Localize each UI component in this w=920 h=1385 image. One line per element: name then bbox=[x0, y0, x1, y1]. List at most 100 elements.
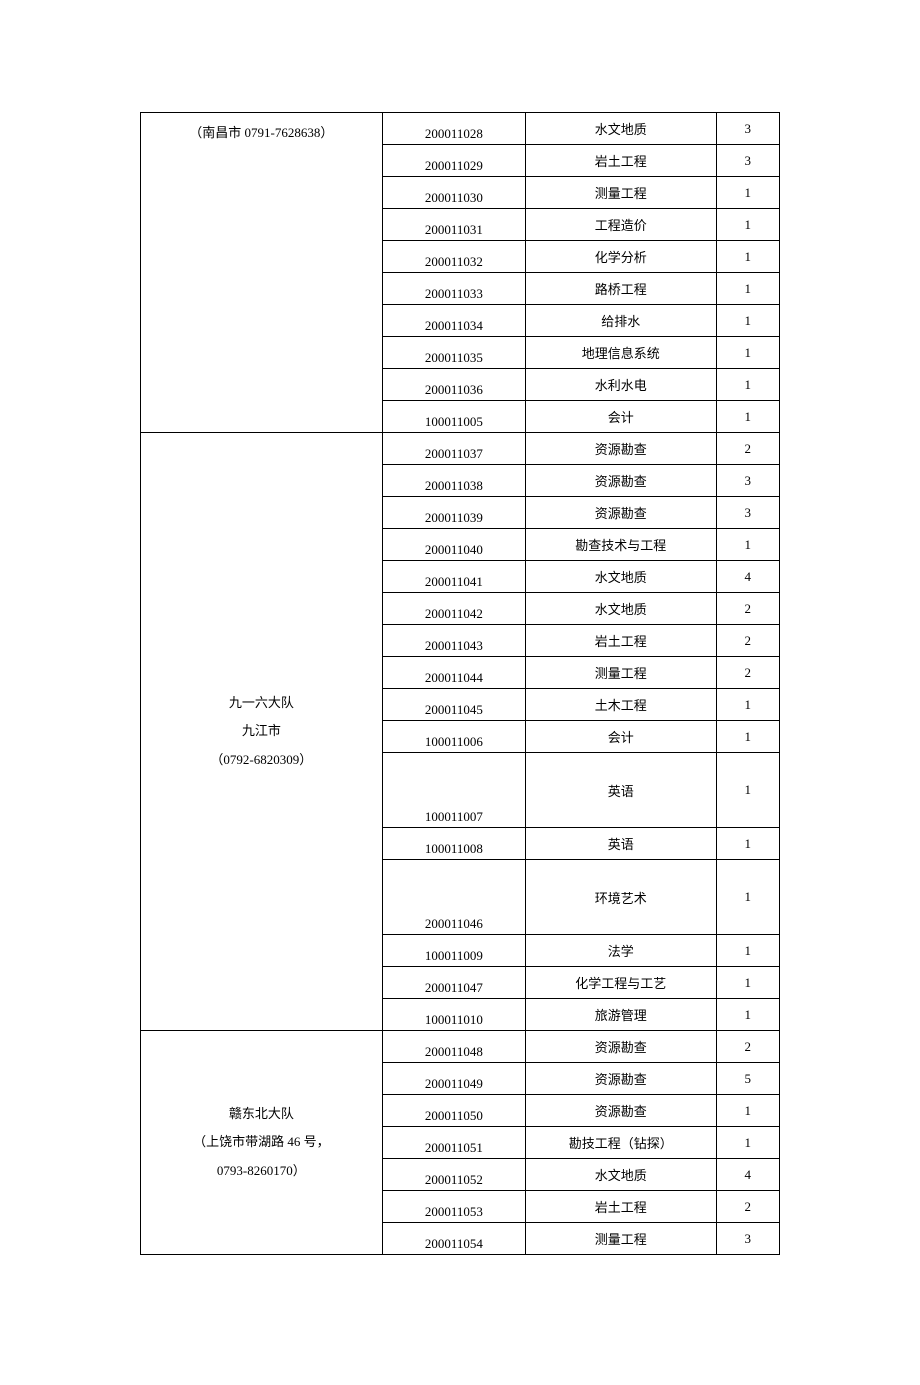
major-name: 水文地质 bbox=[526, 561, 716, 593]
position-code: 200011034 bbox=[382, 305, 525, 337]
position-code: 100011008 bbox=[382, 828, 525, 860]
position-code: 200011043 bbox=[382, 625, 525, 657]
position-code: 200011048 bbox=[382, 1031, 525, 1063]
position-code: 200011030 bbox=[382, 177, 525, 209]
headcount: 1 bbox=[716, 935, 780, 967]
position-code: 200011040 bbox=[382, 529, 525, 561]
headcount: 1 bbox=[716, 828, 780, 860]
headcount: 3 bbox=[716, 1223, 780, 1255]
major-name: 会计 bbox=[526, 721, 716, 753]
unit-label-line: （上饶市带湖路 46 号， bbox=[145, 1128, 378, 1157]
unit-cell: 九一六大队九江市（0792-6820309） bbox=[141, 433, 383, 1031]
major-name: 岩土工程 bbox=[526, 625, 716, 657]
position-code: 100011006 bbox=[382, 721, 525, 753]
major-name: 测量工程 bbox=[526, 177, 716, 209]
headcount: 4 bbox=[716, 561, 780, 593]
headcount: 3 bbox=[716, 145, 780, 177]
major-name: 化学分析 bbox=[526, 241, 716, 273]
headcount: 1 bbox=[716, 860, 780, 935]
headcount: 1 bbox=[716, 753, 780, 828]
position-code: 100011010 bbox=[382, 999, 525, 1031]
major-name: 水文地质 bbox=[526, 593, 716, 625]
position-code: 200011045 bbox=[382, 689, 525, 721]
headcount: 5 bbox=[716, 1063, 780, 1095]
headcount: 1 bbox=[716, 209, 780, 241]
unit-label-line: 九一六大队 bbox=[145, 689, 378, 718]
unit-label-line: 0793-8260170） bbox=[145, 1157, 378, 1186]
major-name: 资源勘查 bbox=[526, 465, 716, 497]
unit-label-line: （南昌市 0791-7628638） bbox=[145, 119, 378, 148]
major-name: 水利水电 bbox=[526, 369, 716, 401]
table-row: 九一六大队九江市（0792-6820309）200011037资源勘查2 bbox=[141, 433, 780, 465]
major-name: 水文地质 bbox=[526, 1159, 716, 1191]
headcount: 1 bbox=[716, 967, 780, 999]
headcount: 1 bbox=[716, 177, 780, 209]
major-name: 资源勘查 bbox=[526, 1063, 716, 1095]
position-code: 200011046 bbox=[382, 860, 525, 935]
headcount: 2 bbox=[716, 625, 780, 657]
position-code: 200011054 bbox=[382, 1223, 525, 1255]
headcount: 3 bbox=[716, 113, 780, 145]
major-name: 土木工程 bbox=[526, 689, 716, 721]
position-code: 200011042 bbox=[382, 593, 525, 625]
headcount: 1 bbox=[716, 1127, 780, 1159]
position-code: 200011051 bbox=[382, 1127, 525, 1159]
position-code: 200011044 bbox=[382, 657, 525, 689]
position-code: 200011039 bbox=[382, 497, 525, 529]
position-code: 200011053 bbox=[382, 1191, 525, 1223]
position-code: 200011029 bbox=[382, 145, 525, 177]
major-name: 水文地质 bbox=[526, 113, 716, 145]
headcount: 2 bbox=[716, 1191, 780, 1223]
major-name: 资源勘查 bbox=[526, 433, 716, 465]
position-code: 200011041 bbox=[382, 561, 525, 593]
position-code: 200011028 bbox=[382, 113, 525, 145]
unit-label-line: （0792-6820309） bbox=[145, 746, 378, 775]
headcount: 3 bbox=[716, 465, 780, 497]
major-name: 法学 bbox=[526, 935, 716, 967]
position-code: 100011005 bbox=[382, 401, 525, 433]
position-code: 100011007 bbox=[382, 753, 525, 828]
unit-cell: 赣东北大队（上饶市带湖路 46 号，0793-8260170） bbox=[141, 1031, 383, 1255]
position-code: 200011052 bbox=[382, 1159, 525, 1191]
table-row: （南昌市 0791-7628638）200011028水文地质3 bbox=[141, 113, 780, 145]
headcount: 1 bbox=[716, 689, 780, 721]
major-name: 资源勘查 bbox=[526, 497, 716, 529]
major-name: 资源勘查 bbox=[526, 1031, 716, 1063]
unit-cell: （南昌市 0791-7628638） bbox=[141, 113, 383, 433]
position-code: 200011035 bbox=[382, 337, 525, 369]
position-code: 200011047 bbox=[382, 967, 525, 999]
major-name: 会计 bbox=[526, 401, 716, 433]
major-name: 环境艺术 bbox=[526, 860, 716, 935]
major-name: 测量工程 bbox=[526, 1223, 716, 1255]
headcount: 4 bbox=[716, 1159, 780, 1191]
headcount: 2 bbox=[716, 1031, 780, 1063]
headcount: 1 bbox=[716, 529, 780, 561]
major-name: 英语 bbox=[526, 753, 716, 828]
headcount: 1 bbox=[716, 241, 780, 273]
major-name: 地理信息系统 bbox=[526, 337, 716, 369]
major-name: 测量工程 bbox=[526, 657, 716, 689]
position-code: 200011032 bbox=[382, 241, 525, 273]
position-code: 200011033 bbox=[382, 273, 525, 305]
headcount: 1 bbox=[716, 273, 780, 305]
position-code: 200011049 bbox=[382, 1063, 525, 1095]
major-name: 路桥工程 bbox=[526, 273, 716, 305]
headcount: 3 bbox=[716, 497, 780, 529]
major-name: 给排水 bbox=[526, 305, 716, 337]
headcount: 2 bbox=[716, 593, 780, 625]
major-name: 勘技工程（钻探） bbox=[526, 1127, 716, 1159]
table-row: 赣东北大队（上饶市带湖路 46 号，0793-8260170）200011048… bbox=[141, 1031, 780, 1063]
headcount: 1 bbox=[716, 999, 780, 1031]
major-name: 英语 bbox=[526, 828, 716, 860]
headcount: 1 bbox=[716, 337, 780, 369]
position-code: 200011050 bbox=[382, 1095, 525, 1127]
position-code: 100011009 bbox=[382, 935, 525, 967]
headcount: 1 bbox=[716, 305, 780, 337]
headcount: 1 bbox=[716, 1095, 780, 1127]
position-code: 200011036 bbox=[382, 369, 525, 401]
headcount: 1 bbox=[716, 721, 780, 753]
major-name: 工程造价 bbox=[526, 209, 716, 241]
headcount: 2 bbox=[716, 657, 780, 689]
headcount: 1 bbox=[716, 401, 780, 433]
major-name: 资源勘查 bbox=[526, 1095, 716, 1127]
